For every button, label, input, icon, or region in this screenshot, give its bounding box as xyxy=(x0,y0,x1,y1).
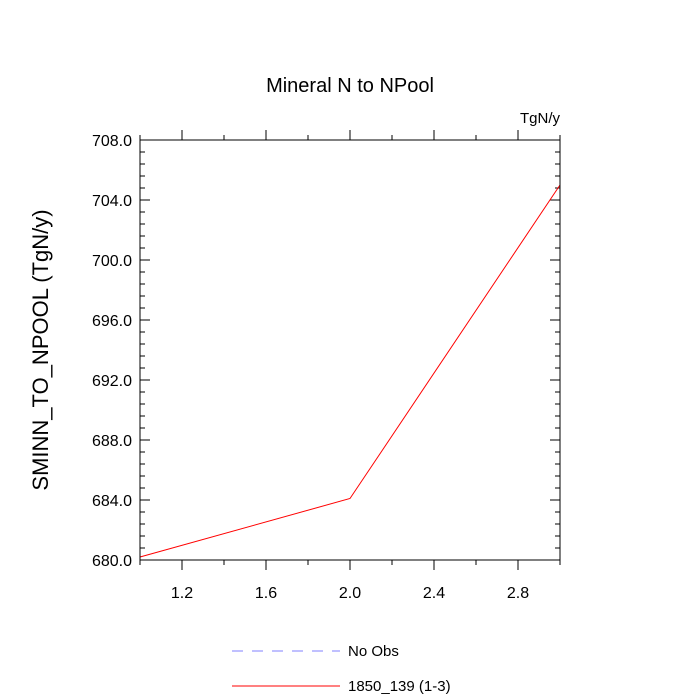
axis-ticks: 680.0 684.0 688.0 692.0 696.0 700.0 704.0 708.0… xyxy=(92,130,561,602)
y-tick-label: 704.0 xyxy=(92,193,132,210)
y-tick-label: 684.0 xyxy=(92,493,132,510)
y-tick-label: 696.0 xyxy=(92,313,132,330)
y-tick-label: 688.0 xyxy=(92,433,132,450)
y-tick-label: 680.0 xyxy=(92,553,132,570)
legend-label: 1850_139 (1-3) xyxy=(348,678,451,695)
y-axis-label: SMINN_TO_NPOOL (TgN/y) xyxy=(28,209,53,490)
series-layer xyxy=(139,184,561,558)
y-tick-label: 700.0 xyxy=(92,253,132,270)
chart-title: Mineral N to NPool xyxy=(266,75,434,97)
x-tick-label: 2.0 xyxy=(339,585,361,602)
x-tick-label: 1.6 xyxy=(255,585,277,602)
legend: No Obs 1850_139 (1-3) xyxy=(232,643,451,695)
y-tick-label: 692.0 xyxy=(92,373,132,390)
x-tick-label: 2.4 xyxy=(423,585,445,602)
series-line xyxy=(139,184,561,558)
x-tick-label: 1.2 xyxy=(171,585,193,602)
x-tick-label: 2.8 xyxy=(507,585,529,602)
legend-label: No Obs xyxy=(348,643,399,660)
unit-label: TgN/y xyxy=(520,110,561,127)
plot-frame xyxy=(139,139,561,561)
y-tick-label: 708.0 xyxy=(92,133,132,150)
